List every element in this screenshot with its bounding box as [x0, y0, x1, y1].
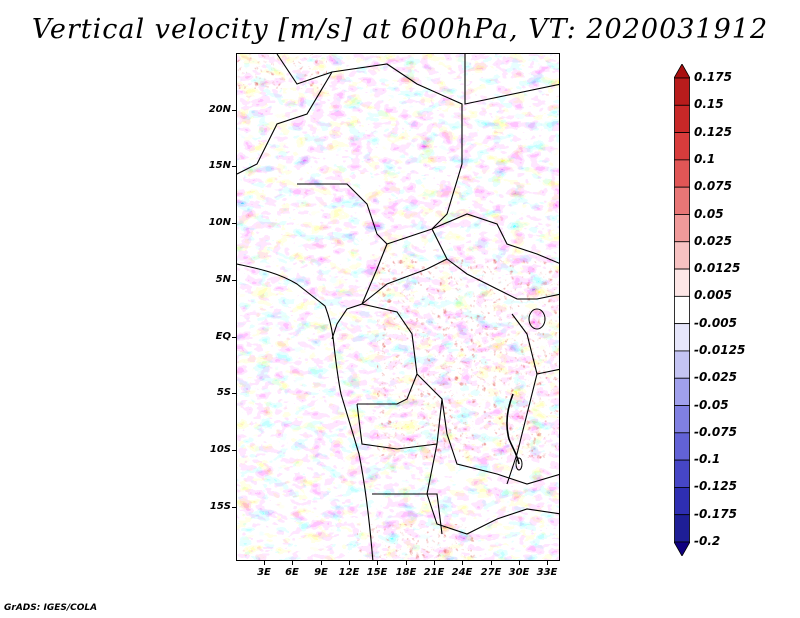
colorbar-cap-bottom — [673, 541, 691, 557]
lon-tick — [462, 561, 463, 565]
colorbar-label: 0.075 — [694, 179, 732, 194]
lon-tick — [349, 561, 350, 565]
colorbar-segment — [674, 214, 690, 243]
lat-label-5n: 5N — [215, 274, 231, 285]
lat-label-eq: EQ — [215, 331, 231, 342]
lat-label-10n: 10N — [208, 217, 231, 228]
lat-label-5s: 5S — [216, 387, 231, 398]
lat-label-20n: 20N — [208, 104, 231, 115]
colorbar-label: 0.0125 — [694, 261, 741, 276]
colorbar-label: 0.125 — [694, 124, 732, 139]
lat-label-15s: 15S — [209, 501, 231, 512]
lon-label-3e: 3E — [257, 567, 271, 578]
lon-tick — [519, 561, 520, 565]
vertical-velocity-map — [236, 53, 560, 561]
lon-tick — [377, 561, 378, 565]
colorbar-label: 0.1 — [694, 151, 716, 166]
colorbar-label: -0.125 — [694, 479, 737, 494]
lat-tick — [232, 166, 236, 167]
colorbar-label: -0.175 — [694, 506, 737, 521]
colorbar-label: 0.025 — [694, 233, 732, 248]
colorbar-segment — [674, 241, 690, 270]
colorbar-segment — [674, 186, 690, 215]
colorbar-segment — [674, 514, 690, 543]
lon-label-21e: 21E — [423, 567, 445, 578]
convective-region — [237, 54, 559, 560]
lon-tick — [547, 561, 548, 565]
colorbar-label: 0.005 — [694, 288, 732, 303]
lon-tick — [264, 561, 265, 565]
map-title: Vertical velocity [m/s] at 600hPa, VT: 2… — [31, 14, 769, 45]
lat-label-15n: 15N — [208, 160, 231, 171]
lon-tick — [491, 561, 492, 565]
lat-tick — [232, 450, 236, 451]
lon-tick — [434, 561, 435, 565]
lat-tick — [232, 507, 236, 508]
colorbar-label: -0.0125 — [694, 342, 746, 357]
colorbar-label: -0.025 — [694, 370, 737, 385]
colorbar-segment — [674, 295, 690, 325]
lon-label-18e: 18E — [395, 567, 417, 578]
lon-label-30e: 30E — [508, 567, 530, 578]
colorbar-label: -0.05 — [694, 397, 729, 412]
lon-label-27e: 27E — [480, 567, 502, 578]
lon-label-12e: 12E — [338, 567, 360, 578]
credit-text: GrADS: IGES/COLA — [4, 603, 98, 613]
lakes — [506, 308, 546, 471]
colorbar-label: 0.15 — [694, 97, 724, 112]
lat-tick — [232, 393, 236, 394]
lon-tick — [406, 561, 407, 565]
lon-tick — [321, 561, 322, 565]
colorbar-segment — [674, 104, 690, 133]
colorbar-segment — [674, 405, 690, 434]
country-borders — [237, 54, 559, 560]
lon-label-15e: 15E — [366, 567, 388, 578]
lon-label-9e: 9E — [314, 567, 328, 578]
colorbar-label: 0.05 — [694, 206, 724, 221]
lat-label-10s: 10S — [209, 444, 231, 455]
lon-label-24e: 24E — [451, 567, 473, 578]
colorbar-label: -0.005 — [694, 315, 737, 330]
colorbar-segment — [674, 350, 690, 379]
colorbar-segment — [674, 159, 690, 188]
colorbar-segment — [674, 268, 690, 297]
colorbar-segment — [674, 77, 690, 106]
colorbar-segment — [674, 432, 690, 461]
colorbar-label: -0.2 — [694, 534, 721, 548]
colorbar-cap-top — [673, 63, 691, 79]
colorbar-label: -0.1 — [694, 452, 721, 467]
colorbar-label: 0.175 — [694, 70, 732, 84]
lat-tick — [232, 223, 236, 224]
lat-tick — [232, 337, 236, 338]
colorbar-segment — [674, 323, 690, 352]
colorbar-segment — [674, 132, 690, 161]
lon-tick — [292, 561, 293, 565]
colorbar-segment — [674, 377, 690, 406]
lon-label-6e: 6E — [285, 567, 299, 578]
lat-tick — [232, 110, 236, 111]
colorbar-segment — [674, 487, 690, 516]
colorbar — [673, 63, 691, 557]
colorbar-segment — [674, 459, 690, 488]
lat-tick — [232, 280, 236, 281]
lon-label-33e: 33E — [536, 567, 558, 578]
colorbar-label: -0.075 — [694, 424, 737, 439]
